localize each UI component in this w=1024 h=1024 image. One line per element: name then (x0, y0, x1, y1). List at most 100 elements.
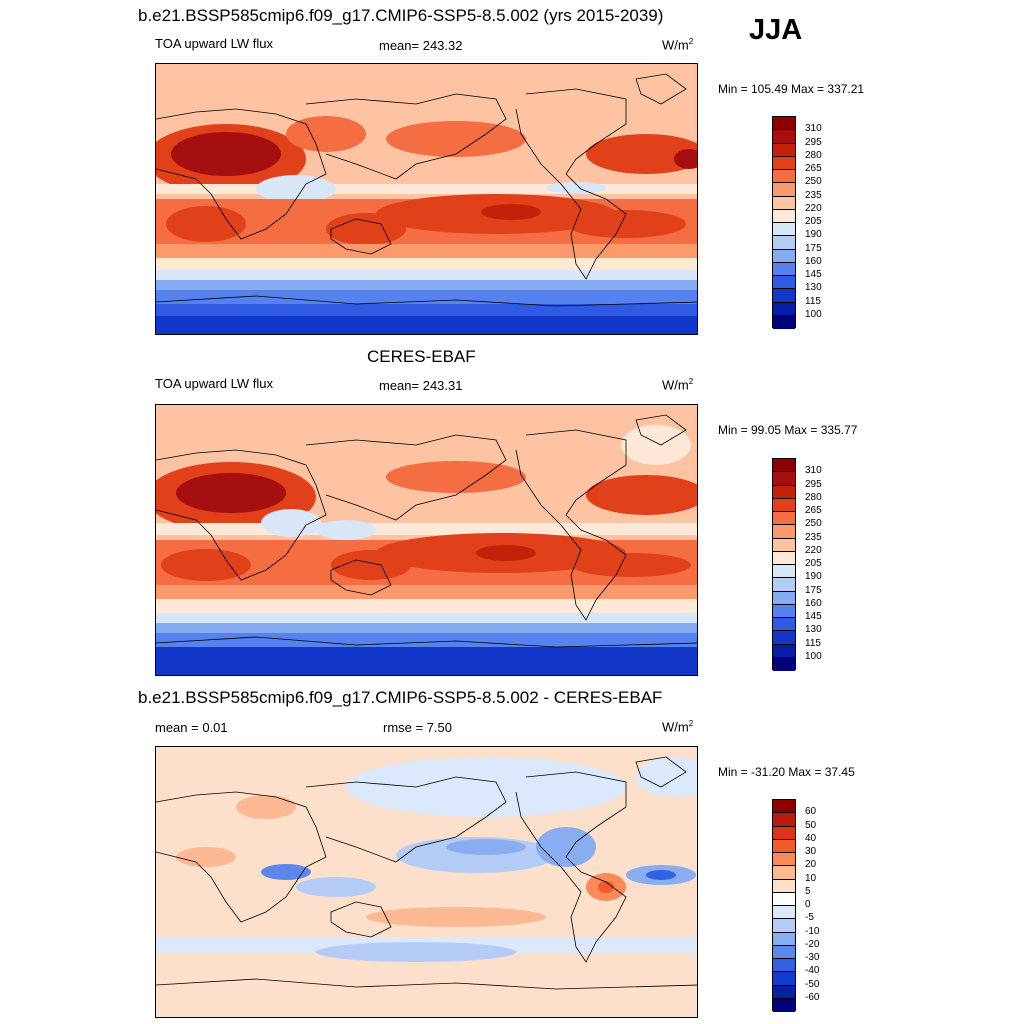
colorbar-swatch (773, 498, 795, 512)
panel1-units-label: W/m2 (662, 37, 694, 53)
colorbar-tick-label: 0 (805, 899, 811, 910)
panel2-minmax-label: Min = 99.05 Max = 335.77 (718, 423, 858, 437)
panel1-map-svg (156, 64, 697, 334)
colorbar-tick-label: 220 (805, 544, 822, 556)
colorbar-swatch (773, 236, 795, 250)
colorbar-swatch (773, 945, 795, 959)
colorbar-tick-label: 235 (805, 531, 822, 543)
colorbar-swatch (773, 315, 795, 329)
colorbar-swatch (773, 879, 795, 893)
colorbar-swatch (773, 932, 795, 946)
colorbar-swatch (773, 998, 795, 1012)
colorbar-swatch (773, 459, 795, 473)
colorbar-tick-label: 250 (805, 176, 822, 188)
colorbar-tick-label: -40 (805, 965, 820, 977)
colorbar-swatch (773, 276, 795, 290)
colorbar-tick-label: 10 (805, 872, 817, 884)
colorbar-tick-label: 190 (805, 571, 822, 583)
colorbar-swatch (773, 906, 795, 920)
colorbar-swatch (773, 130, 795, 144)
colorbar-swatch (773, 618, 795, 632)
colorbar-swatch (773, 892, 795, 906)
colorbar-tick-label: 60 (805, 806, 817, 818)
panel3-map-svg (156, 747, 697, 1017)
panel2-title: CERES-EBAF (367, 347, 476, 366)
colorbar-swatch (773, 143, 795, 157)
panel2-map (155, 404, 698, 676)
colorbar-swatch (773, 538, 795, 552)
colorbar-tick-label: -60 (805, 991, 820, 1003)
colorbar-swatch (773, 839, 795, 853)
colorbar-tick-label: 145 (805, 269, 822, 280)
colorbar-tick-label: -30 (805, 952, 820, 963)
colorbar-swatch (773, 170, 795, 184)
colorbar-swatch (773, 512, 795, 526)
colorbar-tick-label: 40 (805, 832, 817, 844)
colorbar-swatch (773, 826, 795, 840)
colorbar-tick-label: 175 (805, 242, 822, 254)
colorbar-tick-label: 280 (805, 491, 822, 503)
panel3-colorbar (772, 799, 796, 1012)
colorbar-tick-label: -50 (805, 978, 820, 990)
panel3-rmse-label: rmse = 7.50 (383, 720, 453, 735)
colorbar-tick-label: 265 (805, 163, 822, 174)
colorbar-tick-label: 220 (805, 202, 822, 214)
colorbar-swatch (773, 565, 795, 579)
colorbar-swatch (773, 591, 795, 605)
colorbar-tick-label: 175 (805, 584, 822, 596)
colorbar-swatch (773, 551, 795, 565)
season-label: JJA (749, 14, 803, 46)
colorbar-swatch (773, 578, 795, 592)
colorbar-swatch (773, 853, 795, 867)
colorbar-swatch (773, 156, 795, 170)
colorbar-swatch (773, 117, 795, 131)
panel1-variable-label: TOA upward LW flux (155, 36, 274, 51)
colorbar-swatch (773, 972, 795, 986)
colorbar-tick-label: 115 (805, 295, 821, 307)
colorbar-swatch (773, 485, 795, 499)
colorbar-tick-label: 160 (805, 597, 822, 609)
colorbar-tick-label: 100 (805, 650, 822, 662)
colorbar-swatch (773, 813, 795, 827)
colorbar-tick-label: 130 (805, 624, 822, 636)
colorbar-swatch (773, 223, 795, 237)
panel3-minmax-label: Min = -31.20 Max = 37.45 (718, 765, 855, 779)
colorbar-swatch (773, 183, 795, 197)
colorbar-tick-label: 20 (805, 859, 817, 871)
colorbar-swatch (773, 866, 795, 880)
colorbar-swatch (773, 644, 795, 658)
colorbar-tick-label: 130 (805, 282, 822, 294)
colorbar-swatch (773, 262, 795, 276)
colorbar-swatch (773, 525, 795, 539)
colorbar-tick-label: 295 (805, 136, 822, 148)
colorbar-tick-label: 160 (805, 255, 822, 267)
colorbar-tick-label: 190 (805, 229, 822, 241)
panel1-mean-label: mean= 243.32 (379, 38, 463, 53)
colorbar-swatch (773, 919, 795, 933)
panel1-colorbar (772, 116, 796, 329)
colorbar-swatch (773, 800, 795, 814)
panel2-colorbar (772, 458, 796, 671)
colorbar-tick-label: 50 (805, 819, 817, 831)
colorbar-swatch (773, 289, 795, 303)
panel1-minmax-label: Min = 105.49 Max = 337.21 (718, 82, 865, 96)
colorbar-tick-label: 30 (805, 846, 817, 857)
colorbar-swatch (773, 631, 795, 645)
panel1-map (155, 63, 698, 335)
colorbar-tick-label: 310 (805, 465, 822, 477)
colorbar-tick-label: 235 (805, 189, 822, 201)
colorbar-tick-label: -5 (805, 912, 814, 924)
colorbar-tick-label: 280 (805, 149, 822, 161)
colorbar-tick-label: 295 (805, 478, 822, 490)
panel2-mean-label: mean= 243.31 (379, 378, 463, 393)
colorbar-tick-label: 310 (805, 123, 822, 135)
colorbar-swatch (773, 657, 795, 671)
colorbar-tick-label: 205 (805, 558, 822, 569)
panel3-title: b.e21.BSSP585cmip6.f09_g17.CMIP6-SSP5-8.… (138, 688, 663, 707)
colorbar-tick-label: 100 (805, 308, 822, 320)
colorbar-tick-label: -10 (805, 925, 820, 937)
colorbar-swatch (773, 472, 795, 486)
colorbar-tick-label: 115 (805, 637, 821, 649)
panel2-map-svg (156, 405, 697, 675)
panel2-variable-label: TOA upward LW flux (155, 376, 274, 391)
